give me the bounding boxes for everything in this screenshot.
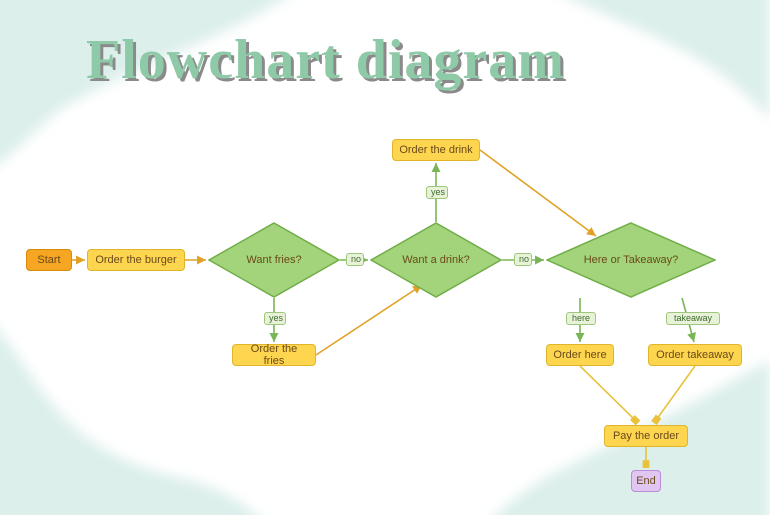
edge-label: yes	[264, 312, 286, 325]
node-ofries: Order the fries	[232, 344, 316, 366]
node-label: Want fries?	[246, 254, 301, 266]
flowchart-canvas: { "canvas": { "width": 770, "height": 51…	[0, 0, 770, 515]
node-end: End	[631, 470, 661, 492]
edge-label: yes	[426, 186, 448, 199]
node-start: Start	[26, 249, 72, 271]
node-otake: Order takeaway	[648, 344, 742, 366]
node-fries: Want fries?	[208, 222, 340, 298]
node-odrink: Order the drink	[392, 139, 480, 161]
edge-label: no	[346, 253, 364, 266]
node-label: Here or Takeaway?	[584, 254, 679, 266]
edge-label: no	[514, 253, 532, 266]
node-burger: Order the burger	[87, 249, 185, 271]
edge-label: takeaway	[666, 312, 720, 325]
edge	[654, 366, 695, 423]
node-ohere: Order here	[546, 344, 614, 366]
edge	[580, 366, 638, 423]
edge-label: here	[566, 312, 596, 325]
node-drink: Want a drink?	[370, 222, 502, 298]
node-where: Here or Takeaway?	[546, 222, 716, 298]
node-label: Want a drink?	[402, 254, 469, 266]
node-pay: Pay the order	[604, 425, 688, 447]
